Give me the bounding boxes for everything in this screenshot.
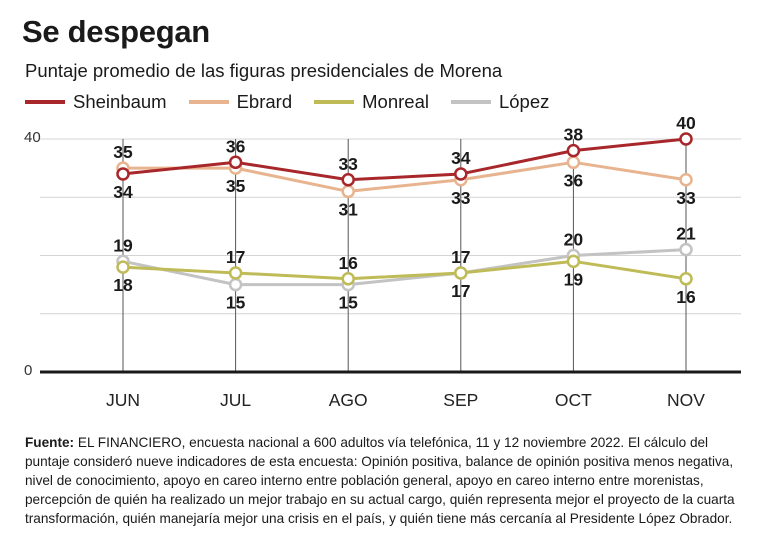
data-label-monreal: 17 — [451, 281, 470, 301]
legend-item-lopez: López — [450, 91, 550, 113]
legend-item-sheinbaum: Sheinbaum — [25, 91, 167, 113]
data-label-ebrard: 33 — [676, 188, 696, 208]
data-point-ebrard — [679, 173, 693, 187]
data-label-sheinbaum: 38 — [564, 125, 584, 145]
legend-swatch-monreal — [314, 100, 355, 104]
data-label-sheinbaum: 40 — [676, 113, 696, 133]
data-point-ebrard — [341, 184, 355, 199]
legend-swatch-lopez — [450, 100, 491, 104]
data-label-lopez: 15 — [226, 293, 246, 313]
data-label-lopez: 17 — [451, 247, 470, 267]
data-point-lopez — [679, 242, 693, 257]
data-label-sheinbaum: 36 — [226, 136, 246, 156]
series-line-sheinbaum — [122, 137, 687, 182]
data-label-lopez: 15 — [338, 293, 358, 313]
data-point-sheinbaum — [454, 167, 468, 181]
source-footnote: Fuente: EL FINANCIERO, encuesta nacional… — [25, 433, 755, 528]
data-label-monreal: 16 — [338, 253, 358, 273]
data-label-monreal: 18 — [113, 275, 133, 295]
x-tick-label-ago: AGO — [329, 390, 368, 410]
data-point-monreal — [228, 266, 243, 280]
legend: Sheinbaum Ebrard Monreal López — [25, 91, 571, 113]
data-point-sheinbaum — [566, 143, 581, 158]
data-point-lopez — [228, 277, 243, 292]
data-point-monreal — [116, 260, 130, 274]
data-label-sheinbaum: 34 — [113, 182, 133, 202]
series-line-ebrard — [123, 160, 687, 193]
data-label-monreal: 16 — [676, 287, 696, 307]
data-point-sheinbaum — [116, 167, 130, 181]
y-tick-label: 0 — [24, 362, 32, 379]
legend-label-lopez: López — [498, 91, 550, 112]
legend-swatch-sheinbaum — [25, 100, 65, 104]
data-label-ebrard: 36 — [564, 170, 584, 190]
legend-item-ebrard: Ebrard — [188, 91, 293, 113]
data-point-monreal — [454, 266, 468, 280]
data-label-lopez: 20 — [564, 230, 584, 250]
data-point-sheinbaum — [341, 173, 355, 187]
data-point-monreal — [566, 254, 581, 269]
x-tick-label-jul: JUL — [220, 390, 251, 410]
chart-subtitle: Puntaje promedio de las figuras presiden… — [25, 60, 503, 81]
chart-title: Se despegan — [22, 14, 210, 49]
data-point-sheinbaum — [228, 155, 243, 170]
x-tick-label-jun: JUN — [106, 390, 140, 410]
data-label-ebrard: 33 — [451, 188, 471, 208]
footnote-text: EL FINANCIERO, encuesta nacional a 600 a… — [25, 435, 735, 526]
data-point-monreal — [679, 272, 693, 286]
data-point-monreal — [341, 272, 355, 286]
data-point-sheinbaum — [679, 132, 693, 146]
x-tick-label-sep: SEP — [443, 390, 478, 410]
line-chart: 0 40 JUN JUL AGO SEP OCT NOV 35 34 36 35 33 31 34 33 38 3… — [24, 113, 741, 410]
y-tick-label: 40 — [24, 129, 41, 146]
data-label-sheinbaum: 33 — [338, 154, 358, 174]
legend-item-monreal: Monreal — [314, 91, 429, 113]
data-label-sheinbaum: 34 — [451, 148, 471, 168]
data-label-monreal: 17 — [226, 247, 245, 267]
series-line-lopez — [122, 248, 687, 287]
data-label-lopez: 19 — [113, 235, 133, 255]
legend-label-sheinbaum: Sheinbaum — [73, 91, 167, 112]
legend-label-ebrard: Ebrard — [236, 91, 293, 112]
data-label-ebrard: 35 — [113, 142, 133, 162]
x-tick-label-oct: OCT — [555, 390, 592, 410]
data-label-ebrard: 31 — [338, 199, 358, 219]
data-point-ebrard — [566, 155, 581, 170]
data-label-ebrard: 35 — [226, 176, 246, 196]
data-label-lopez: 21 — [676, 224, 696, 244]
footnote-label: Fuente: — [25, 435, 75, 450]
series-line-monreal — [122, 259, 687, 281]
legend-swatch-ebrard — [188, 100, 229, 104]
legend-label-monreal: Monreal — [362, 91, 429, 112]
data-label-monreal: 19 — [564, 269, 584, 289]
x-tick-label-nov: NOV — [667, 390, 705, 410]
